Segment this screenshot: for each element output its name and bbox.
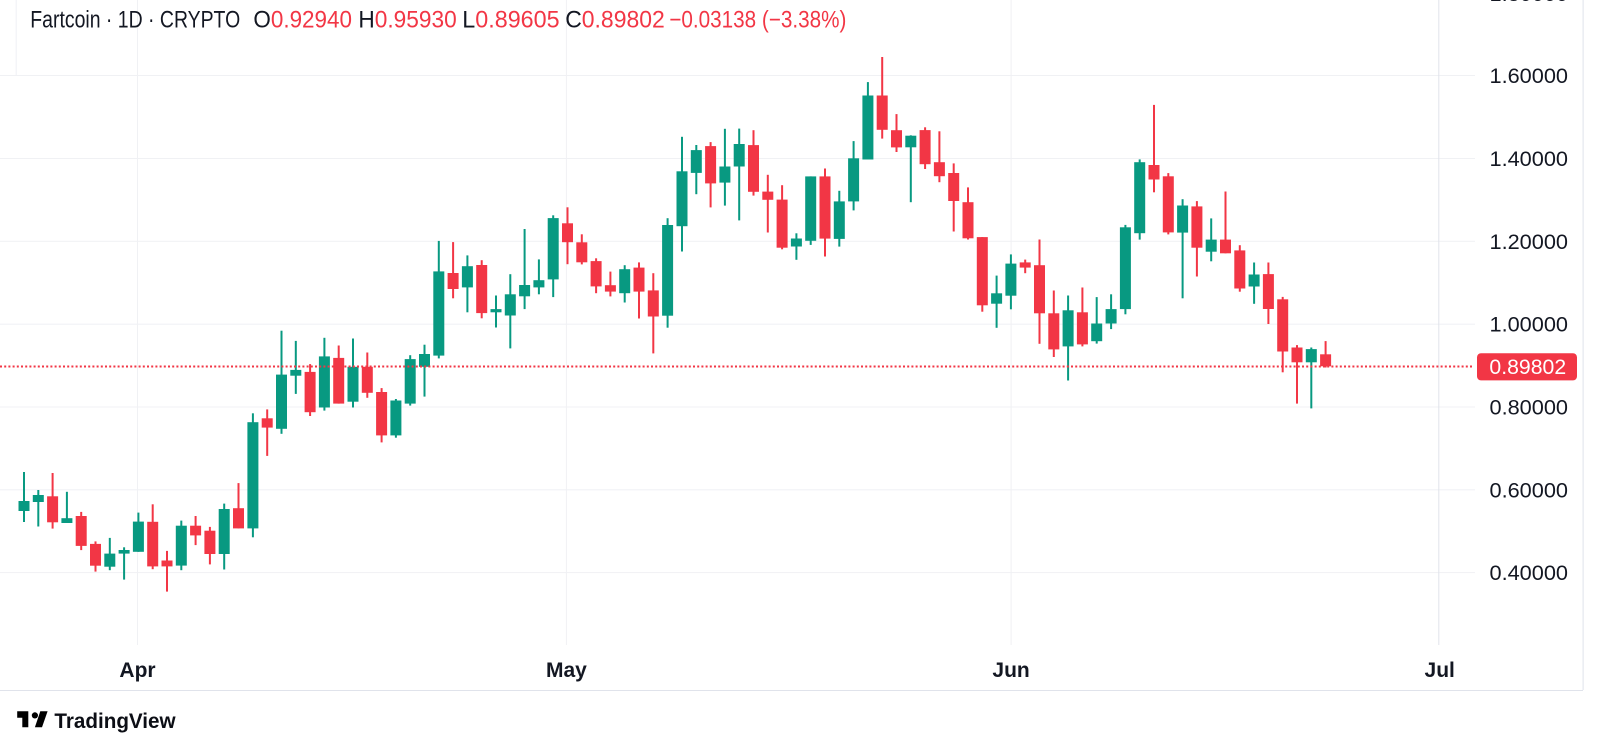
svg-text:1.00000: 1.00000 <box>1490 314 1569 337</box>
svg-text:L0.89605: L0.89605 <box>462 7 559 34</box>
svg-text:1.60000: 1.60000 <box>1490 65 1569 88</box>
svg-text:O0.92940: O0.92940 <box>253 7 352 34</box>
svg-text:1.20000: 1.20000 <box>1490 231 1569 254</box>
svg-text:TradingView: TradingView <box>54 710 176 733</box>
svg-text:1.80000: 1.80000 <box>1490 0 1569 6</box>
svg-text:0.80000: 0.80000 <box>1490 397 1569 420</box>
svg-text:0.60000: 0.60000 <box>1490 479 1569 502</box>
svg-text:Apr: Apr <box>119 659 155 682</box>
svg-text:C0.89802: C0.89802 <box>565 7 665 34</box>
svg-text:Jun: Jun <box>992 659 1029 682</box>
svg-text:0.89802: 0.89802 <box>1489 356 1566 379</box>
svg-text:−0.03138 (−3.38%): −0.03138 (−3.38%) <box>669 7 846 34</box>
svg-text:H0.95930: H0.95930 <box>358 7 456 34</box>
svg-text:1.40000: 1.40000 <box>1490 148 1569 171</box>
svg-text:May: May <box>546 659 587 682</box>
svg-text:0.40000: 0.40000 <box>1490 562 1569 585</box>
svg-text:Fartcoin · 1D · CRYPTO: Fartcoin · 1D · CRYPTO <box>30 7 240 34</box>
svg-text:Jul: Jul <box>1425 659 1455 682</box>
